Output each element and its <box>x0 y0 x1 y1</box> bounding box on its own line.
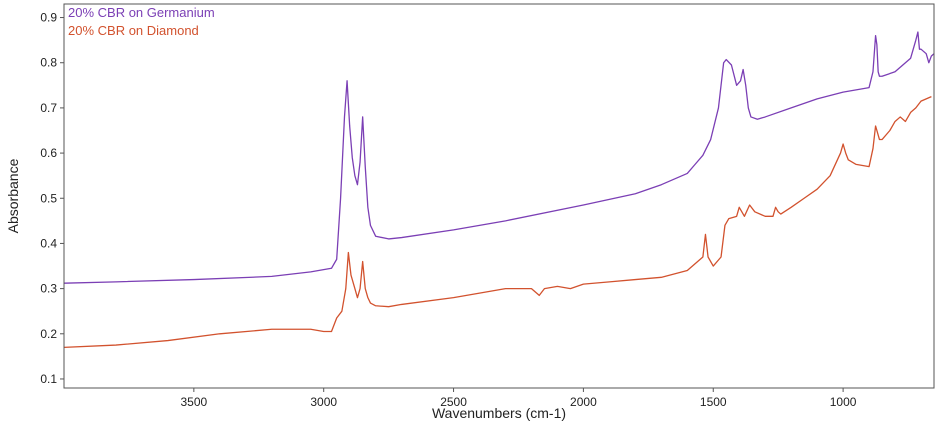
x-tick-label: 2000 <box>570 395 597 409</box>
y-tick-label: 0.8 <box>40 56 57 70</box>
y-axis-ticks: 0.1 0.2 0.3 0.4 0.5 0.6 0.7 0.8 0.9 <box>40 11 64 386</box>
legend-label-germanium: 20% CBR on Germanium <box>68 5 215 20</box>
plot-frame <box>63 3 935 389</box>
y-tick-label: 0.7 <box>40 101 57 115</box>
y-tick-label: 0.5 <box>40 191 57 205</box>
x-axis-title: Wavenumbers (cm-1) <box>432 405 566 421</box>
x-tick-label: 1000 <box>830 395 857 409</box>
y-axis-title: Absorbance <box>5 158 21 233</box>
x-tick-label: 3000 <box>310 395 337 409</box>
y-tick-label: 0.2 <box>40 327 57 341</box>
series-line-germanium <box>63 31 935 284</box>
y-tick-label: 0.1 <box>40 372 57 386</box>
legend-label-diamond: 20% CBR on Diamond <box>68 23 199 38</box>
y-tick-label: 0.9 <box>40 11 57 25</box>
x-tick-label: 2500 <box>440 395 467 409</box>
y-tick-label: 0.3 <box>40 282 57 296</box>
y-tick-label: 0.4 <box>40 236 57 250</box>
x-tick-label: 1500 <box>700 395 727 409</box>
x-tick-label: 3500 <box>180 395 207 409</box>
series-layer <box>63 31 935 348</box>
x-axis-ticks: 3500 3000 2500 2000 1500 1000 <box>180 388 857 409</box>
y-tick-label: 0.6 <box>40 146 57 160</box>
series-line-diamond <box>63 96 932 348</box>
